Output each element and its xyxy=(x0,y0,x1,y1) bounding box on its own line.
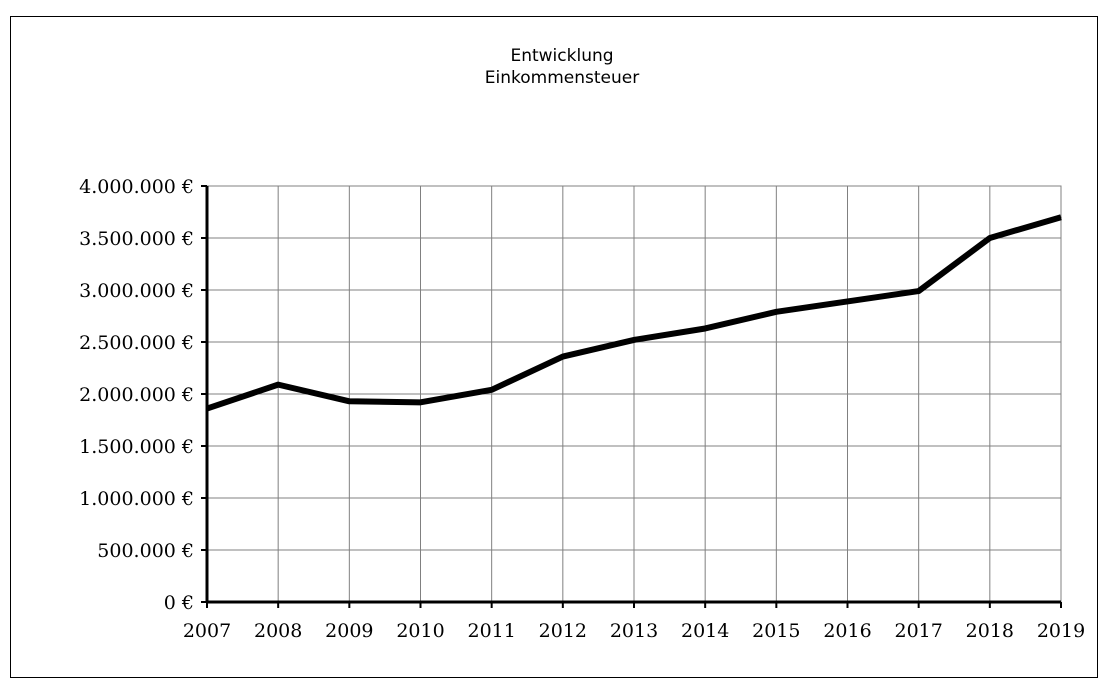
x-tick-label: 2019 xyxy=(1037,620,1085,642)
y-tick-label: 4.000.000 € xyxy=(79,176,194,198)
x-tick-label: 2007 xyxy=(183,620,231,642)
data-point xyxy=(206,408,208,410)
y-tick-label: 500.000 € xyxy=(97,540,194,562)
x-tick-label: 2008 xyxy=(254,620,302,642)
axes xyxy=(201,185,1062,608)
data-point xyxy=(918,290,920,292)
chart-title-line-2: Einkommensteuer xyxy=(485,68,639,88)
data-point xyxy=(562,356,564,358)
data-point xyxy=(847,300,848,302)
x-tick-label: 2011 xyxy=(467,620,515,642)
series-layer xyxy=(206,214,1062,412)
x-tick-label: 2015 xyxy=(752,620,800,642)
y-tick-label: 2.500.000 € xyxy=(79,332,194,354)
data-point xyxy=(420,401,421,403)
x-tick-label: 2017 xyxy=(894,620,942,642)
x-tick-label: 2018 xyxy=(966,620,1014,642)
chart-frame: Entwicklung Einkommensteuer 0 € 500.000 €… xyxy=(10,16,1098,678)
y-tick-label: 0 € xyxy=(164,592,194,614)
tick-labels: 0 € 500.000 € 1.000.000 € 1.500.000 € 2.000.… xyxy=(79,176,1085,642)
y-tick-label: 1.500.000 € xyxy=(79,436,194,458)
x-tick-label: 2013 xyxy=(610,620,658,642)
data-point xyxy=(1060,216,1062,218)
y-tick-label: 2.000.000 € xyxy=(79,384,194,406)
x-tick-label: 2012 xyxy=(539,620,587,642)
data-point xyxy=(633,339,635,341)
data-point xyxy=(277,384,279,386)
data-point xyxy=(348,400,350,402)
x-tick-label: 2009 xyxy=(325,620,373,642)
y-tick-label: 3.000.000 € xyxy=(79,280,194,302)
y-tick-label: 3.500.000 € xyxy=(79,228,194,250)
gridlines xyxy=(206,185,1062,603)
data-point xyxy=(989,237,991,239)
data-point xyxy=(775,311,777,313)
line-chart: Entwicklung Einkommensteuer 0 € 500.000 €… xyxy=(79,46,1085,642)
x-tick-label: 2016 xyxy=(823,620,871,642)
y-tick-label: 1.000.000 € xyxy=(79,488,194,510)
data-point xyxy=(491,389,493,391)
x-tick-label: 2014 xyxy=(681,620,729,642)
chart-title-line-1: Entwicklung xyxy=(510,46,613,66)
x-tick-label: 2010 xyxy=(396,620,444,642)
data-point xyxy=(704,327,706,329)
